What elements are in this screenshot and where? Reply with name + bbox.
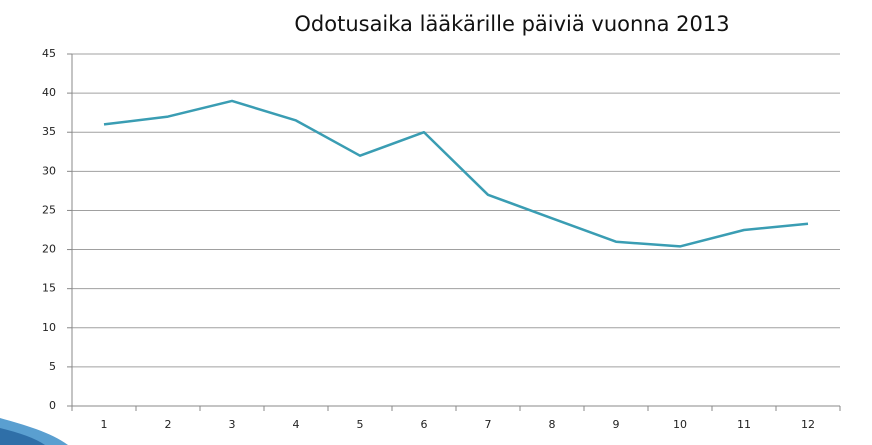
x-tick-label: 6: [421, 418, 428, 431]
x-tick-label: 1: [101, 418, 108, 431]
y-tick-label: 30: [42, 164, 56, 177]
y-tick-label: 35: [42, 125, 56, 138]
line-series: [103, 99, 809, 248]
y-tick-label: 25: [42, 203, 56, 216]
x-tick-label: 11: [737, 418, 751, 431]
x-tick-label: 10: [673, 418, 687, 431]
x-tick-label: 2: [165, 418, 172, 431]
y-tick-label: 40: [42, 86, 56, 99]
x-tick-label: 5: [357, 418, 364, 431]
y-tick-label: 15: [42, 282, 56, 295]
x-tick-label: 7: [485, 418, 492, 431]
x-tick-label: 12: [801, 418, 815, 431]
y-tick-label: 0: [49, 399, 56, 412]
x-tick-label: 9: [613, 418, 620, 431]
chart-title: Odotusaika lääkärille päiviä vuonna 2013: [294, 12, 729, 36]
x-tick-label: 3: [229, 418, 236, 431]
y-tick-label: 20: [42, 243, 56, 256]
decoration: [0, 428, 45, 445]
y-tick-label: 45: [42, 47, 56, 60]
x-tick-label: 4: [293, 418, 300, 431]
x-tick-label: 8: [549, 418, 556, 431]
y-tick-label: 5: [49, 360, 56, 373]
y-tick-label: 10: [42, 321, 56, 334]
